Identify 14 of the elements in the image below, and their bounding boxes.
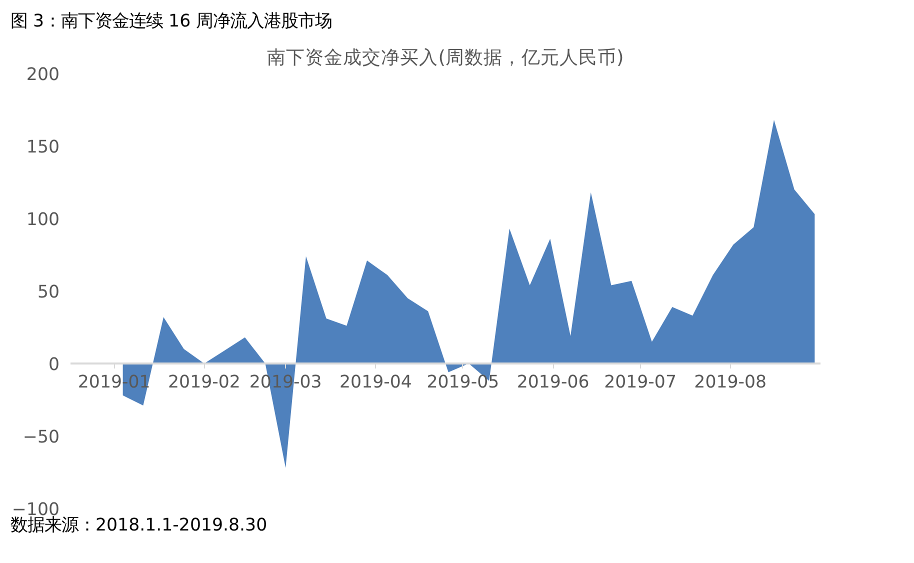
x-tick-label: 2019-07 xyxy=(604,372,676,392)
x-tick-label: 2019-05 xyxy=(426,372,500,392)
chart-subtitle: 南下资金成交净买入(周数据，亿元人民币) xyxy=(267,46,624,68)
y-tick-label: 200 xyxy=(26,65,60,85)
y-tick-label: −50 xyxy=(22,428,60,448)
chart-title: 图 3：南下资金连续 16 周净流入港股市场 xyxy=(10,12,332,32)
y-tick-label: 50 xyxy=(37,282,60,302)
x-tick-label: 2019-02 xyxy=(168,372,240,392)
x-tick-label: 2019-06 xyxy=(516,372,590,392)
x-tick-label: 2019-08 xyxy=(694,372,767,392)
y-tick-label: 150 xyxy=(26,138,60,158)
y-tick-label: 100 xyxy=(26,210,60,230)
y-tick-label: 0 xyxy=(48,355,60,375)
x-tick-label: 2019-04 xyxy=(340,372,412,392)
